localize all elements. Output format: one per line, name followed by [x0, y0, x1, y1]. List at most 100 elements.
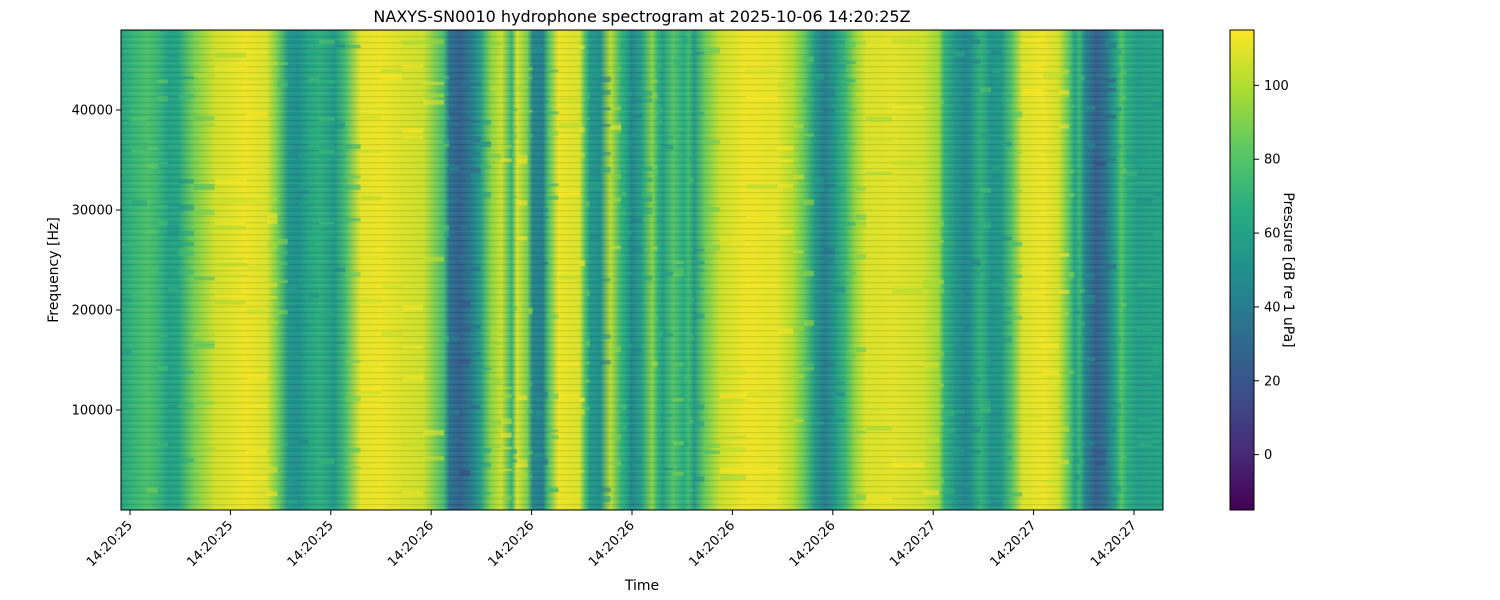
heatmap-cell: [631, 99, 642, 103]
heatmap-cell: [131, 390, 147, 393]
heatmap-cell: [683, 395, 689, 399]
heatmap-cell: [214, 52, 247, 58]
heatmap-cell: [694, 287, 705, 290]
heatmap-cell: [1043, 379, 1059, 386]
heatmap-cell: [688, 297, 695, 303]
heatmap-cell: [1058, 290, 1070, 294]
heatmap-cell: [308, 222, 319, 225]
heatmap-cell: [652, 79, 658, 83]
heatmap-cell: [345, 466, 361, 469]
heatmap-cell: [459, 272, 471, 276]
heatmap-cell: [449, 409, 460, 416]
heatmap-cell: [459, 470, 471, 476]
heatmap-cell: [694, 404, 705, 410]
heatmap-cell: [1116, 144, 1122, 149]
heatmap-cell: [449, 486, 460, 493]
heatmap-cell: [1022, 39, 1044, 43]
heatmap-cell: [1116, 485, 1122, 492]
heatmap-cell: [584, 290, 590, 296]
heatmap-cell: [720, 474, 747, 480]
heatmap-cell: [319, 311, 335, 317]
heatmap-cell: [777, 82, 794, 88]
heatmap-cell: [277, 62, 288, 65]
heatmap-cell: [548, 195, 559, 200]
heatmap-cell: [954, 498, 965, 501]
heatmap-cell: [631, 458, 642, 464]
heatmap-cell: [855, 40, 866, 45]
heatmap-cell: [1121, 303, 1127, 307]
heatmap-cell: [600, 107, 611, 111]
heatmap-cell: [490, 336, 502, 339]
heatmap-cell: [610, 346, 622, 353]
heatmap-cell: [642, 166, 653, 171]
heatmap-cell: [642, 177, 653, 182]
heatmap-cell: [266, 282, 278, 288]
heatmap-cell: [423, 82, 444, 85]
heatmap-cell: [501, 418, 512, 425]
heatmap-cell: [470, 167, 481, 173]
heatmap-cell: [621, 79, 627, 86]
heatmap-cell: [1152, 192, 1163, 197]
heatmap-cell: [1126, 303, 1137, 310]
heatmap-cell: [939, 240, 945, 243]
heatmap-cell: [298, 190, 309, 194]
heatmap-cell: [1095, 121, 1106, 125]
heatmap-cell: [813, 422, 825, 425]
heatmap-cell: [991, 164, 1002, 170]
heatmap-cell: [147, 163, 158, 169]
heatmap-cell: [1001, 306, 1012, 311]
heatmap-cell: [793, 325, 804, 331]
heatmap-cell: [1074, 269, 1080, 276]
heatmap-cell: [1011, 241, 1023, 247]
heatmap-cell: [246, 198, 267, 203]
heatmap-cell: [360, 195, 382, 201]
heatmap-cell: [824, 258, 835, 261]
heatmap-cell: [548, 183, 559, 187]
heatmap-cell: [600, 496, 611, 502]
heatmap-cell: [470, 325, 481, 328]
heatmap-cell: [688, 420, 695, 423]
heatmap-cell: [1084, 294, 1096, 298]
heatmap-cell: [287, 354, 299, 357]
x-tick-label: 14:20:27: [887, 518, 939, 570]
heatmap-cell: [527, 308, 533, 314]
heatmap-cell: [319, 144, 335, 148]
heatmap-cell: [662, 145, 674, 150]
heatmap-cell: [626, 163, 632, 170]
heatmap-cell: [319, 39, 335, 45]
heatmap-cell: [673, 127, 684, 130]
heatmap-cell: [579, 398, 585, 401]
heatmap-cell: [1105, 158, 1117, 162]
heatmap-cell: [1058, 69, 1070, 74]
heatmap-cell: [1001, 456, 1012, 461]
heatmap-cell: [402, 136, 424, 139]
heatmap-cell: [694, 313, 705, 319]
heatmap-cell: [1022, 89, 1044, 94]
heatmap-cell: [480, 120, 491, 125]
heatmap-cell: [855, 430, 866, 434]
heatmap-cell: [308, 237, 319, 243]
heatmap-cell: [657, 87, 663, 93]
heatmap-cell: [600, 278, 611, 282]
heatmap-cell: [652, 246, 658, 250]
heatmap-cell: [178, 269, 194, 275]
heatmap-cell: [720, 370, 747, 375]
heatmap-cell: [277, 238, 288, 245]
heatmap-cell: [501, 394, 512, 399]
heatmap-cell: [855, 347, 866, 353]
heatmap-cell: [683, 375, 689, 381]
heatmap-cell: [626, 181, 632, 184]
heatmap-cell: [517, 159, 528, 165]
heatmap-cell: [855, 186, 866, 191]
heatmap-cell: [511, 109, 517, 111]
heatmap-cell: [423, 93, 444, 98]
heatmap-cell: [793, 373, 804, 379]
heatmap-cell: [621, 471, 627, 476]
heatmap-cell: [720, 447, 747, 453]
heatmap-cell: [657, 495, 663, 498]
heatmap-cell: [642, 275, 653, 281]
heatmap-cell: [991, 276, 1002, 282]
heatmap-cell: [402, 346, 424, 349]
x-tick-label: 14:20:26: [586, 518, 638, 570]
heatmap-cell: [131, 147, 147, 152]
